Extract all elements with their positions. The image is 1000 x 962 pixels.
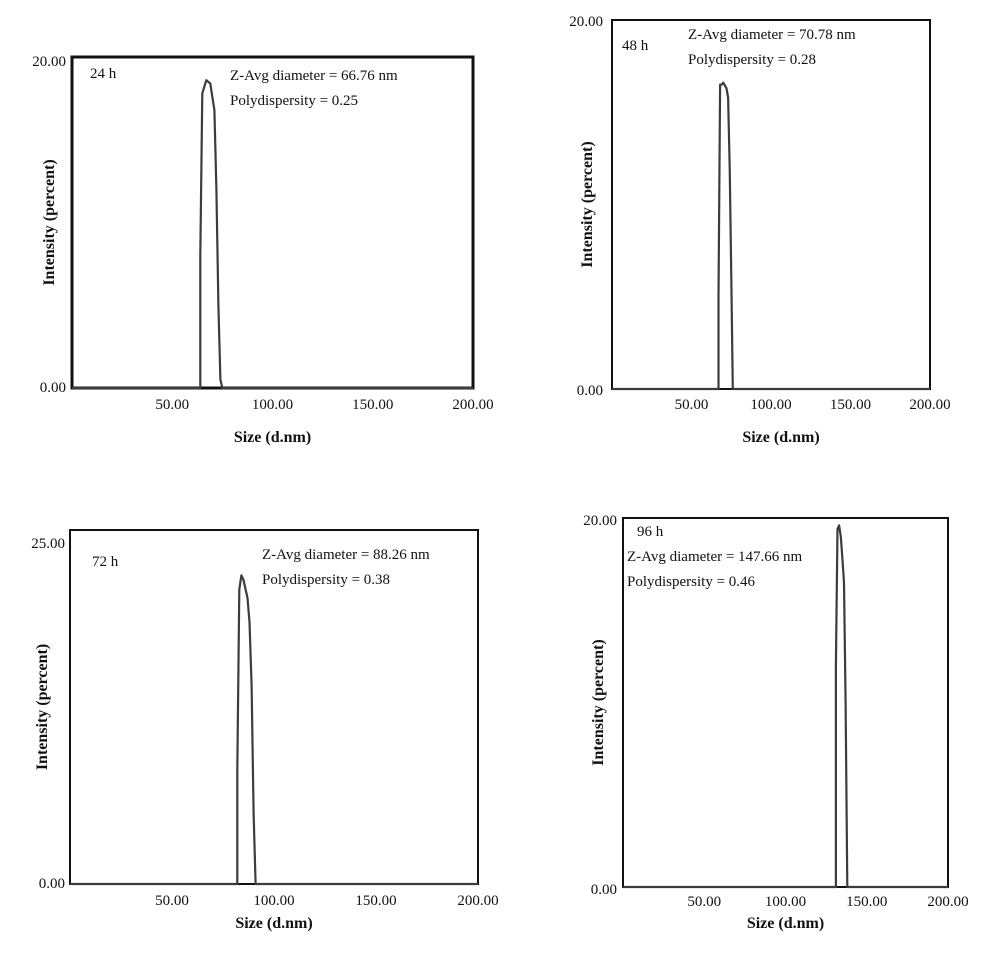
y-tick-label: 0.00	[39, 876, 65, 892]
polydispersity-annotation: Polydispersity = 0.25	[230, 93, 358, 109]
x-tick-label: 100.00	[750, 397, 791, 413]
chart-panel-48h: 50.00 100.00 150.00 200.00 0.00 20.00 Size (d.…	[569, 14, 950, 446]
size-distribution-curve	[72, 79, 473, 390]
y-tick-label: 0.00	[591, 882, 617, 898]
x-tick-label: 200.00	[927, 894, 968, 910]
y-tick-label: 20.00	[583, 513, 617, 529]
y-axis-label: Intensity (percent)	[579, 141, 596, 267]
x-tick-label: 50.00	[155, 397, 189, 413]
x-tick-label: 100.00	[253, 893, 294, 909]
z-average-annotation: Z-Avg diameter = 88.26 nm	[262, 547, 430, 563]
plot-frame	[611, 19, 931, 390]
y-axis-label: Intensity (percent)	[41, 159, 58, 285]
y-tick-label: 0.00	[40, 380, 66, 396]
panel-time-label: 24 h	[90, 66, 117, 82]
size-distribution-curve	[612, 81, 930, 391]
size-distribution-curve	[70, 574, 478, 886]
y-tick-label: 20.00	[569, 14, 603, 30]
polydispersity-annotation: Polydispersity = 0.28	[688, 52, 816, 68]
x-axis-label: Size (d.nm)	[235, 915, 312, 932]
x-tick-label: 150.00	[352, 397, 393, 413]
x-tick-label: 200.00	[909, 397, 950, 413]
chart-panel-24h: 50.00 100.00 150.00 200.00 0.00 20.00 Size (d.…	[32, 54, 493, 446]
x-tick-label: 100.00	[252, 397, 293, 413]
polydispersity-annotation: Polydispersity = 0.46	[627, 574, 756, 590]
chart-panel-72h: 50.00 100.00 150.00 200.00 0.00 25.00 Size (d.…	[31, 529, 499, 932]
z-average-annotation: Z-Avg diameter = 147.66 nm	[627, 549, 803, 565]
chart-panel-96h: 50.00 100.00 150.00 200.00 0.00 20.00 Size (d.…	[583, 513, 968, 932]
x-tick-label: 200.00	[452, 397, 493, 413]
panel-time-label: 72 h	[92, 554, 119, 570]
size-distribution-curve	[623, 524, 948, 889]
y-axis-label: Intensity (percent)	[34, 644, 51, 770]
y-axis-label: Intensity (percent)	[590, 639, 607, 765]
z-average-annotation: Z-Avg diameter = 70.78 nm	[688, 27, 856, 43]
y-tick-label: 0.00	[577, 383, 603, 399]
x-tick-label: 150.00	[830, 397, 871, 413]
x-tick-label: 150.00	[355, 893, 396, 909]
polydispersity-annotation: Polydispersity = 0.38	[262, 572, 390, 588]
y-tick-label: 20.00	[32, 54, 66, 70]
x-tick-label: 150.00	[846, 894, 887, 910]
panel-time-label: 96 h	[637, 524, 664, 540]
y-tick-label: 25.00	[31, 536, 65, 552]
panel-time-label: 48 h	[622, 38, 649, 54]
x-tick-label: 50.00	[675, 397, 709, 413]
x-tick-label: 200.00	[457, 893, 498, 909]
x-axis-label: Size (d.nm)	[742, 429, 819, 446]
z-average-annotation: Z-Avg diameter = 66.76 nm	[230, 68, 398, 84]
x-tick-label: 100.00	[765, 894, 806, 910]
x-tick-label: 50.00	[687, 894, 721, 910]
x-axis-label: Size (d.nm)	[234, 429, 311, 446]
x-axis-label: Size (d.nm)	[747, 915, 824, 932]
x-tick-label: 50.00	[155, 893, 189, 909]
